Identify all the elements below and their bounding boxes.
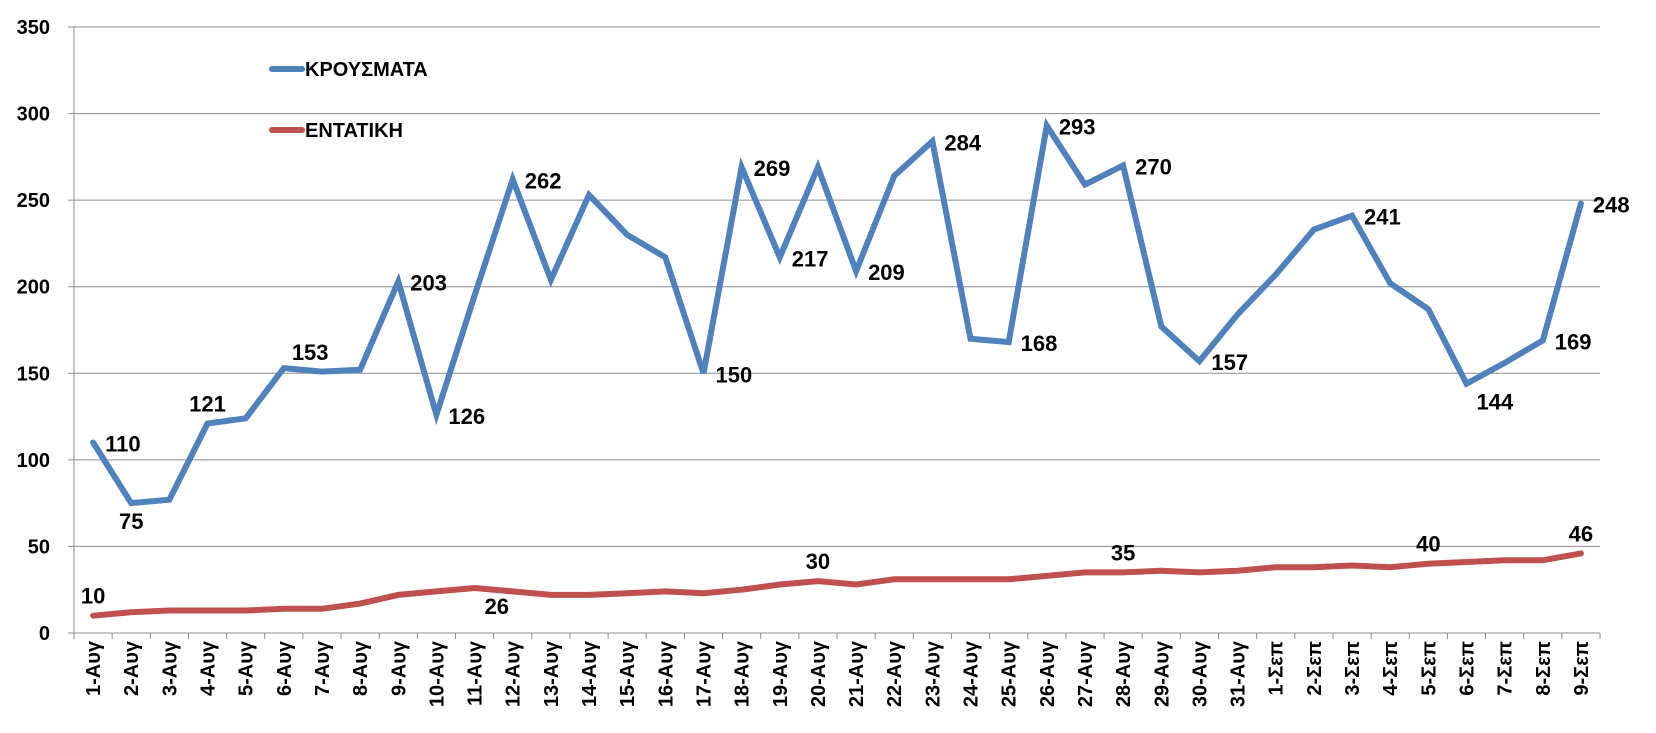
x-tick-label: 27-Αυγ [1075,640,1097,707]
data-label: 203 [410,271,447,296]
data-label: 293 [1059,115,1096,140]
x-tick-label: 2-Αυγ [121,640,143,696]
x-tick-label: 16-Αυγ [655,640,677,707]
x-tick-label: 24-Αυγ [961,640,983,707]
data-label: 46 [1569,521,1593,546]
x-tick-label: 7-Αυγ [312,640,334,696]
x-tick-label: 8-Σεπ [1533,641,1555,696]
y-tick-label: 250 [17,190,50,212]
x-tick-label: 1-Σεπ [1266,641,1288,696]
data-label: 35 [1111,540,1135,565]
data-label: 209 [868,260,905,285]
x-tick-label: 17-Αυγ [693,640,715,707]
data-label: 269 [754,156,791,181]
x-tick-label: 5-Σεπ [1418,641,1440,696]
data-label: 26 [485,594,509,619]
y-tick-label: 300 [17,104,50,126]
x-tick-label: 4-Αυγ [198,640,220,696]
data-label: 10 [81,584,105,609]
data-label: 30 [806,549,830,574]
x-tick-label: 30-Αυγ [1189,640,1211,707]
y-tick-label: 0 [39,623,50,645]
data-label: 110 [105,432,141,457]
y-tick-label: 50 [28,536,50,558]
x-tick-label: 28-Αυγ [1113,640,1135,707]
data-label: 75 [119,509,143,534]
x-tick-label: 9-Σεπ [1571,641,1593,696]
legend-label: ΚΡΟΥΣΜΑΤΑ [305,59,428,81]
series-line-2 [90,550,1584,619]
x-tick-label: 9-Αυγ [388,640,410,696]
x-tick-label: 7-Σεπ [1495,641,1517,696]
x-tick-label: 3-Αυγ [159,640,181,696]
data-label: 157 [1211,350,1248,375]
x-tick-label: 4-Σεπ [1380,641,1402,696]
gridlines [74,26,1600,547]
x-tick-label: 19-Αυγ [770,640,792,707]
x-tick-label: 18-Αυγ [732,640,754,707]
x-tick-label: 5-Αυγ [236,640,258,696]
legend-label: ΕΝΤΑΤΙΚΗ [305,120,403,142]
data-label: 241 [1364,205,1401,230]
x-axis-tick-labels: 1-Αυγ 2-Αυγ 3-Αυγ 4-Αυγ 5-Αυγ 6-Αυγ 7-Αυγ 8-Αυγ… [83,640,1593,707]
x-tick-label: 2-Σεπ [1304,641,1326,696]
data-label: 169 [1555,329,1592,354]
series-line-1 [90,117,1584,507]
x-tick-label: 1-Αυγ [83,640,105,696]
legend: ΚΡΟΥΣΜΑΤΑ ΕΝΤΑΤΙΚΗ [269,59,428,142]
x-tick-label: 8-Αυγ [350,640,372,696]
y-tick-label: 150 [17,363,50,385]
data-label: 284 [944,130,981,155]
x-tick-label: 26-Αυγ [1037,640,1059,707]
data-label: 153 [292,340,329,365]
x-tick-label: 12-Αυγ [503,640,525,707]
legend-item-2: ΕΝΤΑΤΙΚΗ [269,120,403,142]
data-label: 144 [1476,390,1513,415]
x-tick-label: 21-Αυγ [846,640,868,707]
x-tick-label: 23-Αυγ [922,640,944,707]
x-tick-label: 14-Αυγ [579,640,601,707]
data-label: 217 [792,246,829,271]
data-label: 40 [1416,532,1440,557]
data-label: 121 [189,391,226,416]
x-tick-label: 20-Αυγ [808,640,830,707]
data-labels: 110 75 121 153 203 126 262 150 269 217 209 284 168 29… [81,115,1630,619]
data-label: 270 [1135,155,1172,180]
series-lines [90,117,1584,619]
x-tick-label: 3-Σεπ [1342,641,1364,696]
y-tick-label: 350 [17,17,50,39]
x-tick-label: 11-Αυγ [465,640,487,706]
x-tick-label: 6-Αυγ [274,640,296,696]
x-tick-label: 15-Αυγ [617,640,639,707]
data-label: 150 [715,362,752,387]
x-tick-label: 25-Αυγ [999,640,1021,707]
y-axis-tick-labels: 0 50 100 150 200 250 300 350 [17,17,50,645]
x-tick-label: 22-Αυγ [884,640,906,707]
x-tick-label: 13-Αυγ [541,640,563,707]
y-tick-label: 200 [17,277,50,299]
data-label: 168 [1021,331,1058,356]
x-tick-label: 31-Αυγ [1228,640,1250,707]
x-tick-label: 6-Σεπ [1456,641,1478,696]
data-label: 248 [1593,193,1630,218]
axes [68,26,1601,639]
data-label: 126 [448,404,485,429]
y-tick-label: 100 [17,450,50,472]
legend-item-1: ΚΡΟΥΣΜΑΤΑ [269,59,428,81]
data-label: 262 [525,168,562,193]
x-tick-label: 29-Αυγ [1151,640,1173,707]
x-tick-label: 10-Αυγ [426,640,448,707]
